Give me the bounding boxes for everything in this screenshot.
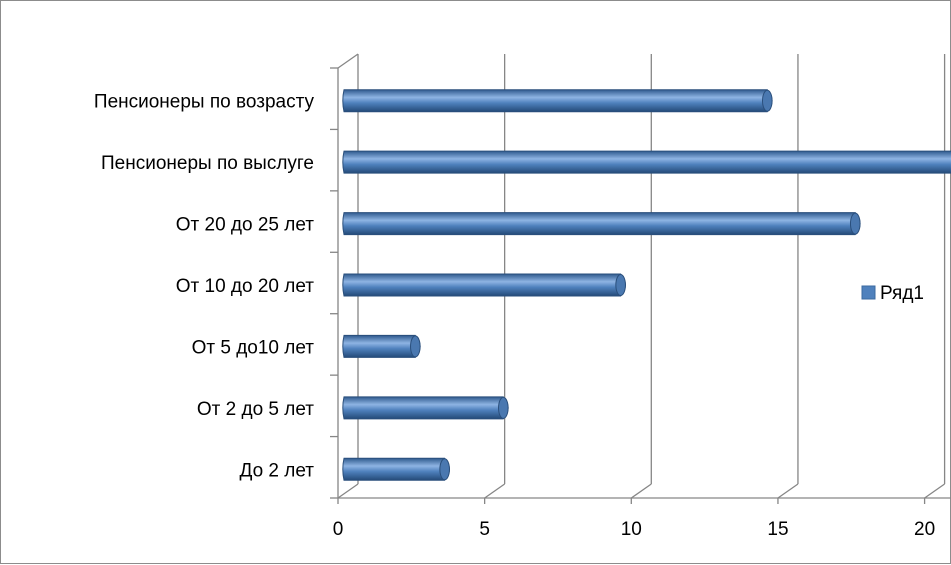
category-label: Пенсионеры по выслуге <box>101 153 314 174</box>
legend-label: Ряд1 <box>880 283 924 304</box>
x-tick-label: 0 <box>333 519 344 540</box>
bars <box>342 89 951 481</box>
bar <box>342 89 773 113</box>
bar <box>342 396 509 420</box>
floor-gridline <box>484 483 506 499</box>
floor-gridline <box>630 483 652 499</box>
bar-body <box>342 273 626 297</box>
wall-top-edge <box>337 53 359 69</box>
labels: Пенсионеры по возрасту Пенсионеры по высл… <box>94 92 935 540</box>
category-label: От 2 до 5 лет <box>197 399 314 420</box>
bar-body <box>342 212 861 236</box>
bar-body <box>342 89 773 113</box>
x-tick-label: 20 <box>914 519 935 540</box>
bar-body <box>342 150 951 174</box>
category-label: Пенсионеры по возрасту <box>94 92 315 113</box>
category-label: От 20 до 25 лет <box>176 215 315 236</box>
bar <box>342 457 450 481</box>
bar-end-cap <box>615 274 626 296</box>
legend-swatch <box>861 285 876 300</box>
bar <box>342 150 951 174</box>
category-label: От 5 до10 лет <box>192 337 315 358</box>
bar-end-cap <box>498 396 509 419</box>
bar-body <box>342 334 421 358</box>
legend: Ряд1 <box>861 283 924 304</box>
axes <box>330 53 951 504</box>
category-label: От 10 до 20 лет <box>176 276 315 297</box>
bar-end-cap <box>410 335 421 358</box>
bar <box>342 212 861 236</box>
x-tick-label: 5 <box>479 519 490 540</box>
floor-gridline <box>777 483 799 499</box>
floor-gridline <box>337 483 359 499</box>
bar-body <box>342 457 450 481</box>
gridlines <box>337 54 946 499</box>
bar <box>342 273 626 297</box>
bar-end-cap <box>849 212 861 235</box>
bar-body <box>342 396 509 420</box>
bar-end-cap <box>439 458 450 481</box>
x-tick-label: 10 <box>621 519 642 540</box>
category-label: До 2 лет <box>240 460 315 481</box>
bar-end-cap <box>761 89 773 112</box>
x-tick-label: 15 <box>767 519 788 540</box>
bar <box>342 334 421 358</box>
floor-gridline <box>924 483 945 499</box>
